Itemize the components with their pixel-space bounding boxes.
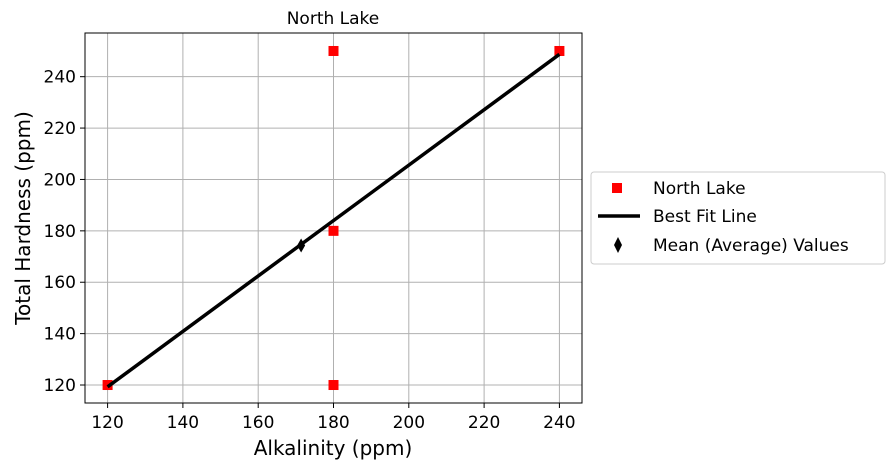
y-tick-label: 220 (44, 119, 76, 139)
legend-label-north-lake: North Lake (653, 179, 746, 199)
plot-frame (84, 32, 583, 404)
data-point (328, 45, 339, 56)
y-tick-label: 200 (44, 170, 76, 190)
y-tick-label: 140 (44, 325, 76, 345)
x-tick-label: 200 (393, 413, 425, 433)
x-tick-label: 160 (242, 413, 274, 433)
chart-title: North Lake (287, 9, 380, 29)
y-ticks: 120 140 160 180 200 220 240 (44, 68, 85, 396)
x-tick-label: 120 (91, 413, 123, 433)
x-tick-label: 240 (543, 413, 575, 433)
plot-marks (102, 45, 565, 391)
x-axis-label: Alkalinity (ppm) (254, 436, 413, 460)
legend: North Lake Best Fit Line Mean (Average) … (590, 171, 886, 265)
best-fit-line (106, 52, 561, 389)
legend-marker-mean (614, 237, 622, 253)
y-tick-label: 120 (44, 376, 76, 396)
y-axis-label: Total Hardness (ppm) (11, 111, 35, 326)
y-tick-label: 180 (44, 222, 76, 242)
x-tick-label: 220 (468, 413, 500, 433)
x-tick-label: 180 (317, 413, 349, 433)
grid (85, 33, 582, 403)
data-point (328, 225, 339, 236)
legend-label-mean: Mean (Average) Values (653, 236, 849, 256)
legend-marker-north-lake (612, 183, 622, 193)
x-ticks: 120 140 160 180 200 220 240 (91, 403, 576, 433)
y-tick-label: 240 (44, 68, 76, 88)
y-tick-label: 160 (44, 273, 76, 293)
x-tick-label: 140 (167, 413, 199, 433)
legend-label-best-fit: Best Fit Line (653, 207, 757, 227)
mean-marker (297, 238, 306, 253)
data-point (328, 380, 339, 391)
data-point (554, 45, 565, 56)
legend-box (590, 171, 886, 265)
